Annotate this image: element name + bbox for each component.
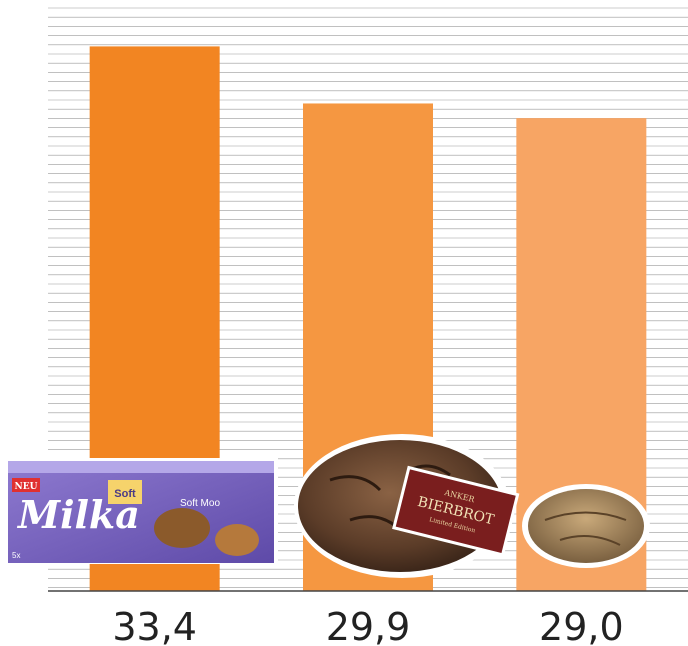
pack-size: 5x: [12, 551, 20, 560]
value-labels: 33,4 29,9 29,0: [112, 605, 623, 646]
soft-moo-label: Soft Moo: [180, 498, 220, 509]
value-label-2: 29,9: [326, 605, 411, 646]
value-label-1: 33,4: [112, 605, 197, 646]
new-badge: NEU: [15, 482, 38, 492]
roll-product-image: [522, 484, 650, 568]
soft-tag: Soft: [114, 488, 136, 500]
value-label-3: 29,0: [539, 605, 624, 646]
bierbrot-product-image: ANKER BIERBROT Limited Edition: [294, 434, 520, 578]
milka-product-image: NEU Milka Soft Soft Moo 5x: [6, 458, 278, 564]
